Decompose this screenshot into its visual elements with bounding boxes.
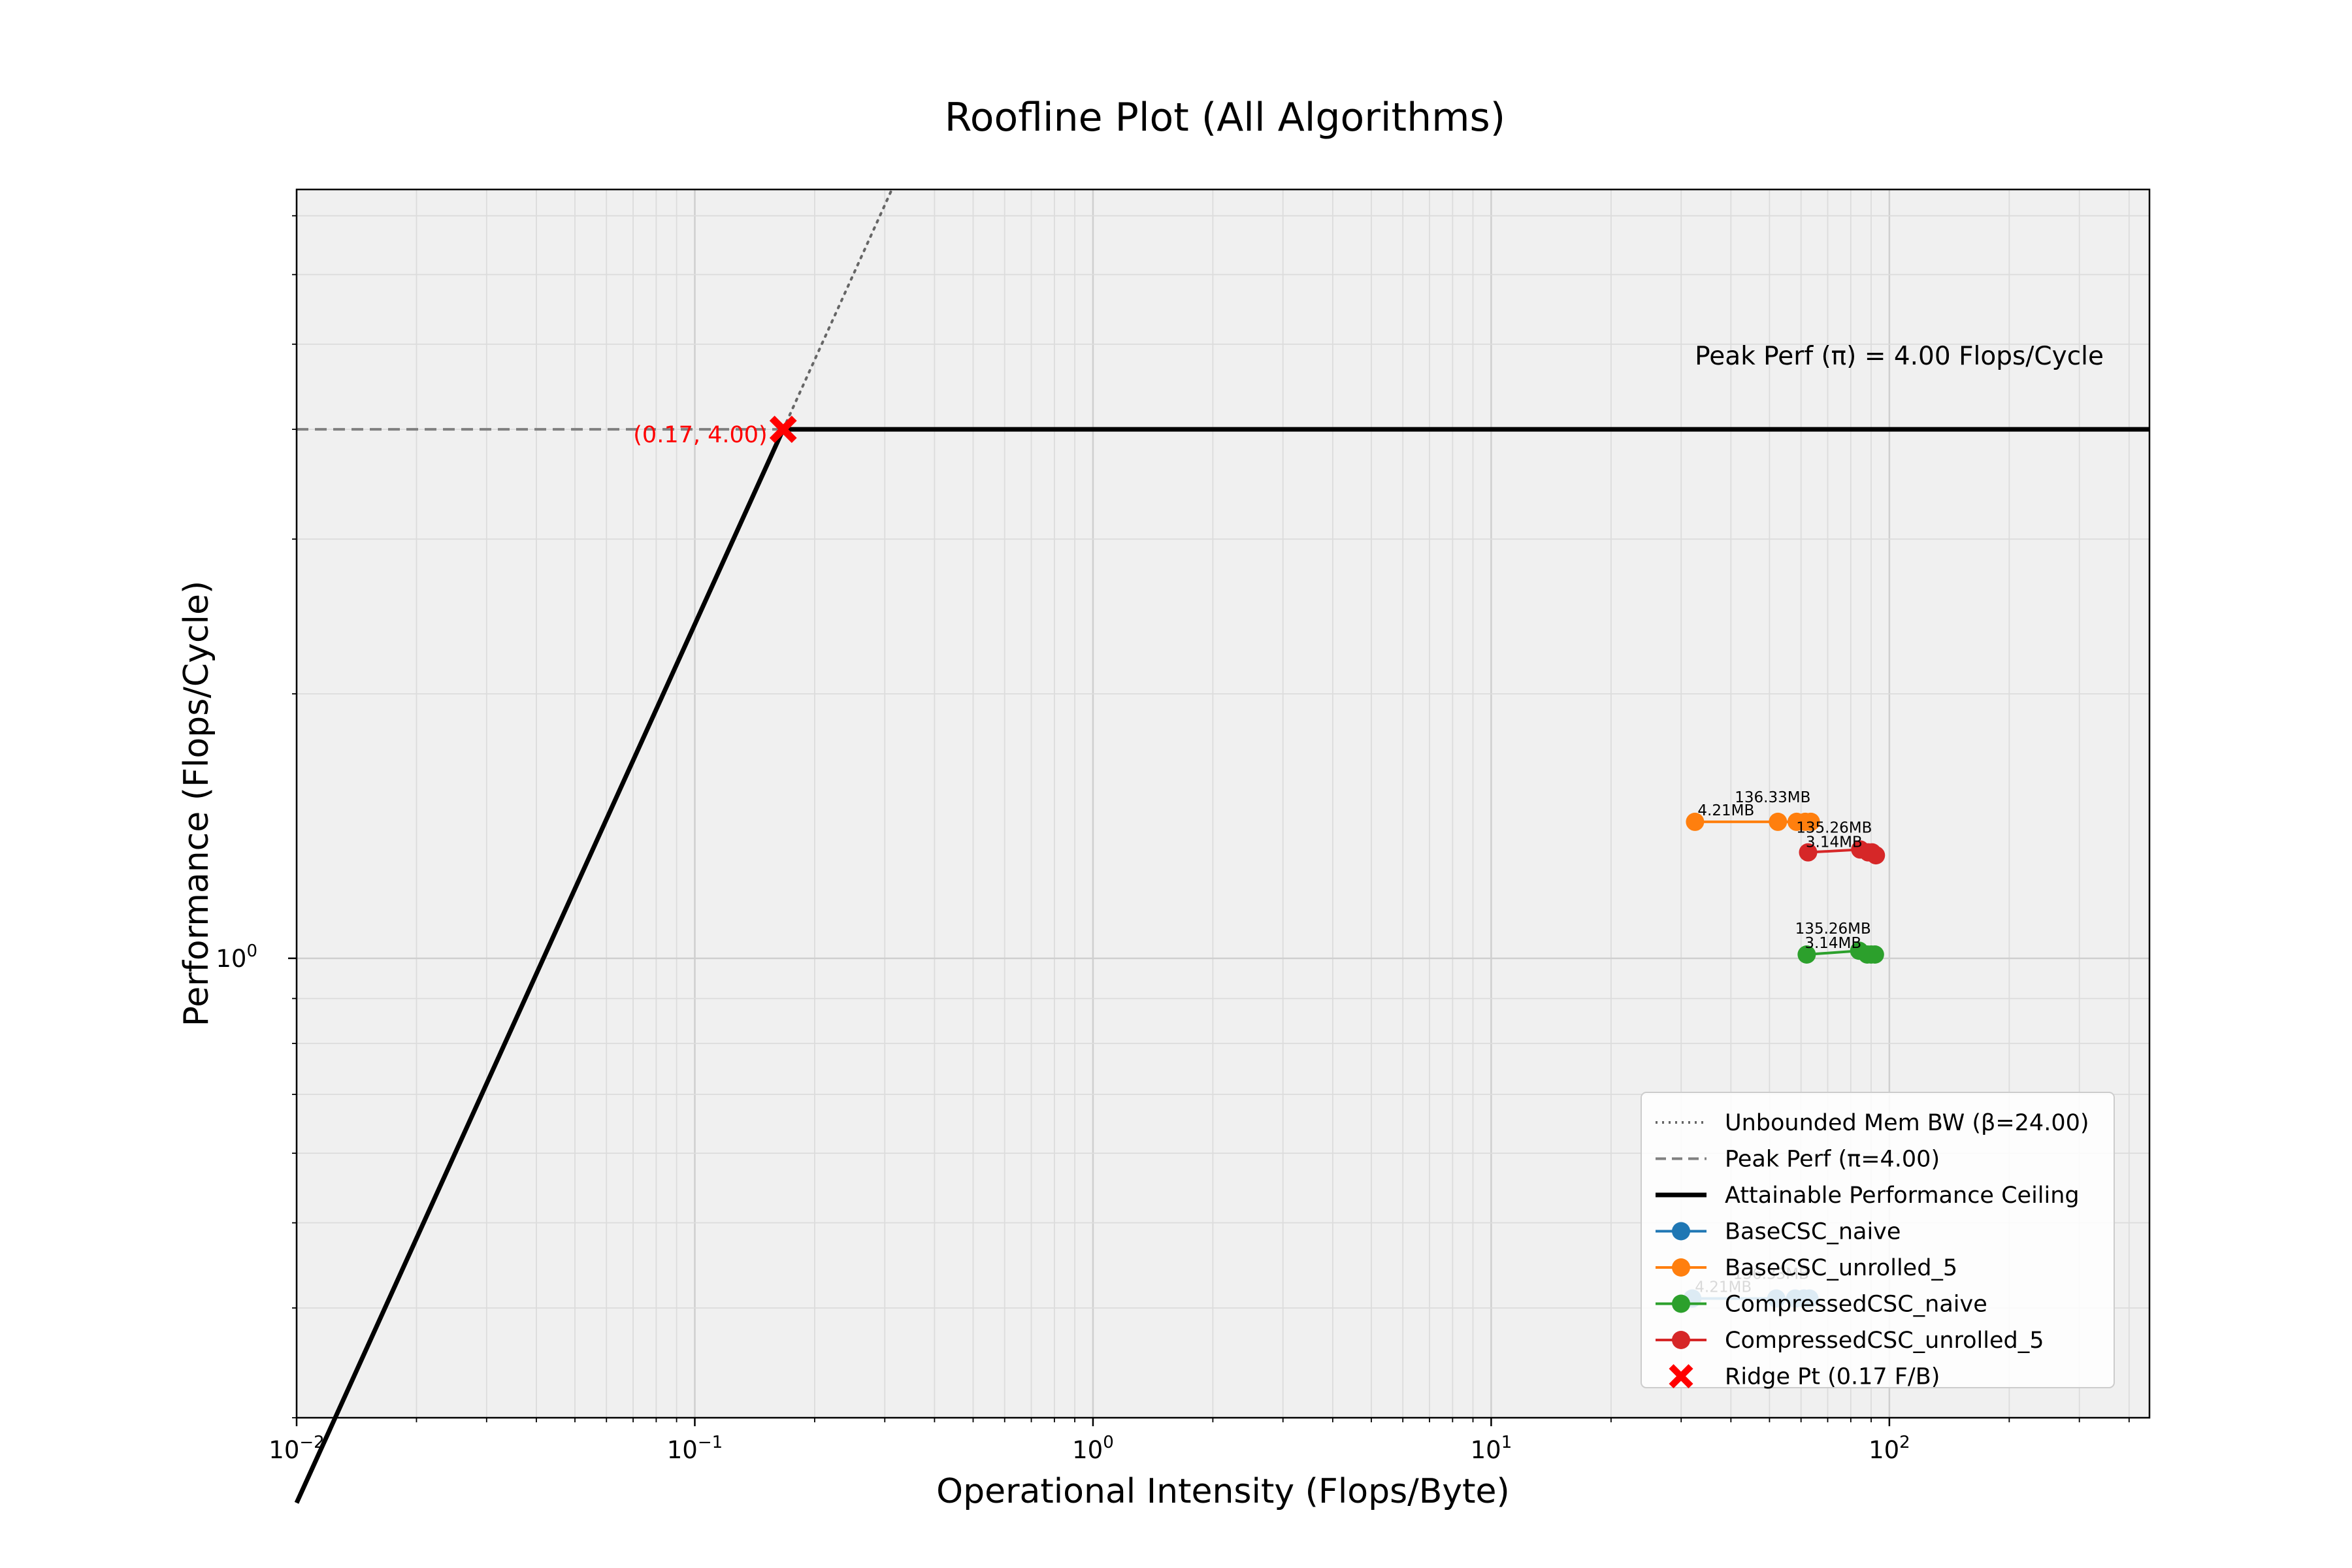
ridge-x-stroke <box>769 416 797 444</box>
point-size-label: 4.21MB <box>1697 802 1754 819</box>
legend-swatch-marker <box>1672 1294 1690 1313</box>
point-size-label: 135.26MB <box>1796 819 1872 836</box>
ridge-point-label: (0.17, 4.00) <box>633 422 767 448</box>
x-tick-label: 100 <box>1072 1433 1114 1464</box>
legend: Unbounded Mem BW (β=24.00) Peak Perf (π=4… <box>1641 1092 2115 1390</box>
roofline-lines <box>294 188 2149 1504</box>
legend-entry: Peak Perf (π=4.00) <box>1656 1147 1940 1173</box>
unbounded-bw-line <box>781 188 894 431</box>
ridge-point-marker <box>769 416 797 444</box>
legend-entry: CompressedCSC_naive <box>1656 1292 1987 1318</box>
point-size-label: 136.33MB <box>1735 789 1810 806</box>
data-point <box>1867 846 1886 865</box>
data-point <box>1686 812 1705 831</box>
point-size-label: 135.26MB <box>1795 921 1871 938</box>
legend-swatch-marker <box>1669 1364 1693 1389</box>
legend-label: Ridge Pt (0.17 F/B) <box>1725 1364 1940 1390</box>
legend-entry: Unbounded Mem BW (β=24.00) <box>1656 1110 2089 1136</box>
y-tick-label: 100 <box>216 941 257 973</box>
y-axis-title: Performance (Flops/Cycle) <box>177 581 216 1027</box>
data-point <box>1797 945 1816 964</box>
legend-entry: CompressedCSC_unrolled_5 <box>1656 1328 2044 1354</box>
legend-label: Attainable Performance Ceiling <box>1725 1183 2080 1209</box>
axis-ticks: 10−2 10−1 100 101 102 100 <box>216 215 2130 1464</box>
chart-title: Roofline Plot (All Algorithms) <box>945 95 1505 140</box>
point-size-label: 3.14MB <box>1806 834 1863 851</box>
legend-label: BaseCSC_naive <box>1725 1219 1901 1245</box>
x-tick-label: 10−1 <box>667 1433 723 1464</box>
legend-label: Peak Perf (π=4.00) <box>1725 1147 1940 1173</box>
x-tick-label: 101 <box>1471 1433 1512 1464</box>
legend-entry: Ridge Pt (0.17 F/B) <box>1669 1364 1940 1390</box>
data-point <box>1769 812 1788 831</box>
x-tick-label: 10−2 <box>269 1433 324 1464</box>
peak-perf-annotation: Peak Perf (π) = 4.00 Flops/Cycle <box>1695 342 2104 371</box>
legend-swatch-marker <box>1672 1222 1690 1241</box>
legend-label: CompressedCSC_naive <box>1725 1292 1987 1318</box>
data-point <box>1865 945 1884 964</box>
data-point <box>1801 812 1820 831</box>
legend-swatch-marker <box>1672 1258 1690 1277</box>
legend-label: Unbounded Mem BW (β=24.00) <box>1725 1110 2089 1136</box>
legend-entry: BaseCSC_unrolled_5 <box>1656 1255 1957 1281</box>
x-tick-label: 102 <box>1869 1433 1910 1464</box>
legend-label: BaseCSC_unrolled_5 <box>1725 1255 1957 1281</box>
data-point <box>1799 843 1818 862</box>
legend-swatch-marker <box>1672 1331 1690 1349</box>
point-size-label: 3.14MB <box>1805 935 1861 952</box>
legend-entry: BaseCSC_naive <box>1656 1219 1901 1245</box>
legend-entry: Attainable Performance Ceiling <box>1656 1183 2080 1209</box>
legend-label: CompressedCSC_unrolled_5 <box>1725 1328 2044 1354</box>
legend-box <box>1641 1092 2115 1388</box>
plot-frame <box>295 188 2151 1419</box>
x-axis-title: Operational Intensity (Flops/Byte) <box>936 1472 1510 1511</box>
